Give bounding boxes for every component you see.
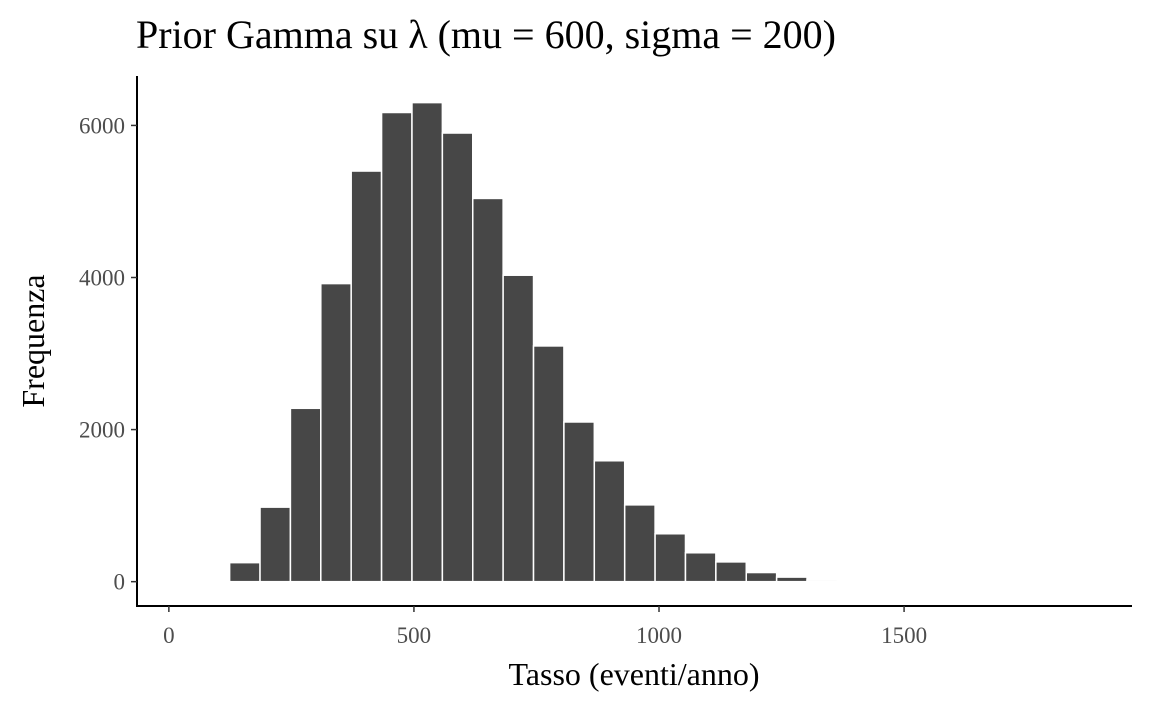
bars-group (228, 101, 839, 583)
histogram-bar (350, 170, 383, 583)
x-axis-ticks: 0 500 1000 1500 (163, 606, 927, 648)
histogram-bar (259, 506, 292, 583)
histogram-bar (502, 274, 535, 583)
histogram-bar (472, 197, 504, 583)
y-axis-ticks: 0 2000 4000 6000 (79, 113, 137, 595)
y-tick-label: 0 (114, 570, 126, 595)
y-tick-label: 4000 (79, 266, 125, 291)
x-tick-label: 0 (163, 623, 175, 648)
histogram-bar (593, 460, 626, 583)
histogram-bar (228, 561, 261, 583)
y-tick-label: 6000 (79, 113, 125, 138)
histogram-bar (654, 533, 687, 583)
histogram-bar (411, 101, 444, 583)
y-axis-title: Frequenza (15, 274, 51, 407)
histogram-bar (441, 132, 474, 583)
histogram-bar (684, 552, 717, 583)
x-tick-label: 1000 (636, 623, 682, 648)
y-tick-label: 2000 (79, 418, 125, 443)
histogram-bar (289, 407, 322, 583)
x-axis-title: Tasso (eventi/anno) (508, 656, 759, 692)
x-tick-label: 500 (397, 623, 432, 648)
histogram-bar (532, 345, 565, 583)
histogram-bar (806, 579, 839, 583)
histogram-bar (715, 561, 748, 583)
histogram-bar (775, 576, 808, 583)
histogram-bar (623, 504, 656, 583)
histogram-bar (745, 571, 778, 583)
histogram-bar (380, 111, 413, 583)
histogram-bar (563, 421, 596, 583)
chart-title: Prior Gamma su λ (mu = 600, sigma = 200) (136, 12, 836, 57)
x-tick-label: 1500 (881, 623, 927, 648)
histogram-bar (320, 282, 352, 583)
